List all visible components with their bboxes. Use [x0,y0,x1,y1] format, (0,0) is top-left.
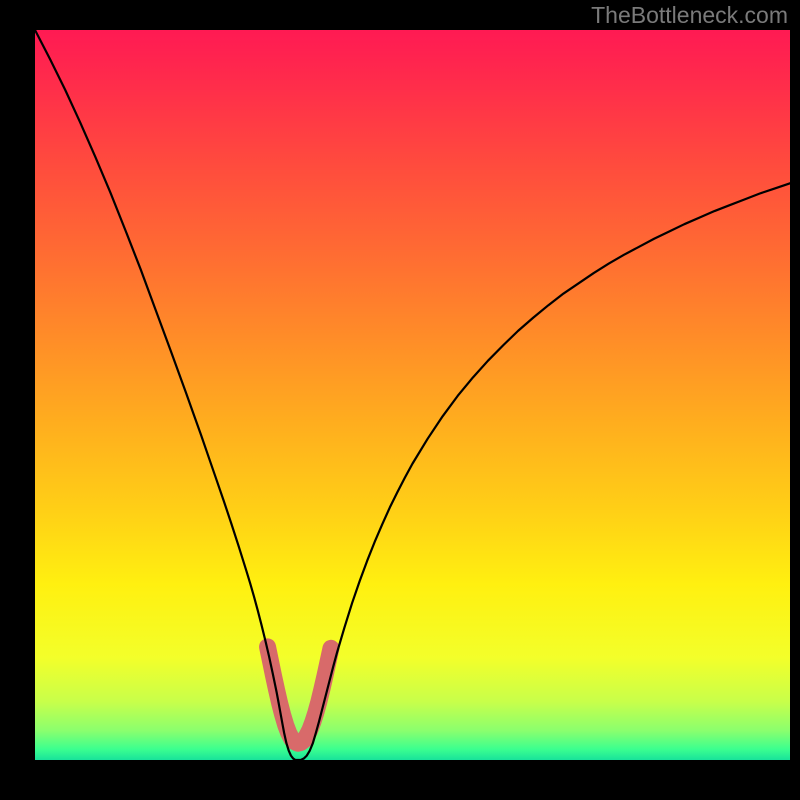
gradient-background [35,30,790,760]
chart-frame: TheBottleneck.com [0,0,800,800]
plot-svg [35,30,790,760]
watermark-text: TheBottleneck.com [591,2,788,29]
plot-area [35,30,790,760]
